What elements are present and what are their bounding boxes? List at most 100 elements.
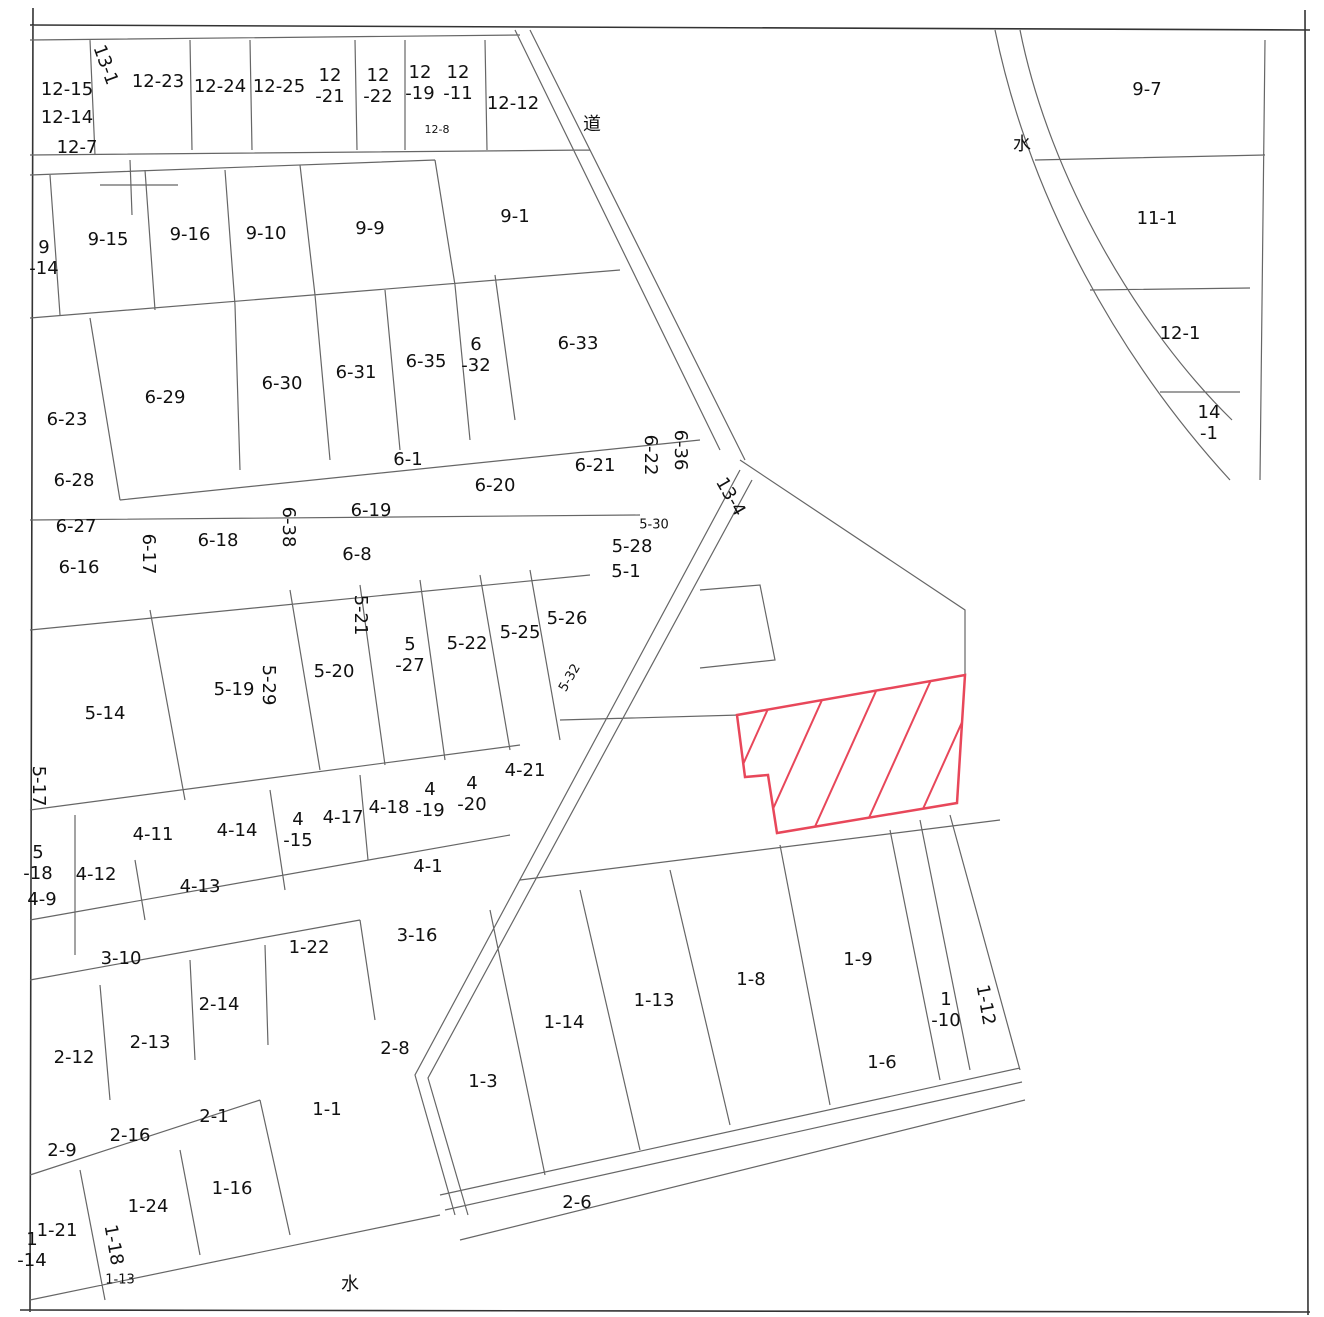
parcel-label: 2-14	[199, 994, 240, 1015]
parcel-label: -27	[395, 655, 424, 676]
parcel-label: 5-1	[611, 561, 640, 582]
parcel-label: 12-7	[57, 137, 98, 158]
parcel-label: 1-24	[128, 1196, 169, 1217]
parcel-label: 4-18	[369, 797, 410, 818]
parcel-label: 6-33	[558, 333, 599, 354]
parcel-label: 2-8	[380, 1038, 409, 1059]
parcel-label: 6-35	[406, 351, 447, 372]
parcel-label: -15	[283, 830, 312, 851]
parcel-label: 5-19	[214, 679, 255, 700]
parcel-label: -11	[443, 83, 472, 104]
parcel-label: -14	[29, 258, 58, 279]
parcel-label: 1-9	[843, 949, 872, 970]
parcel-label: 11-1	[1137, 208, 1178, 229]
parcel-label: -22	[363, 86, 392, 107]
parcel-label: 1-12	[972, 983, 1000, 1027]
parcel-label: 9-10	[246, 223, 287, 244]
parcel-label: 9-7	[1132, 79, 1161, 100]
parcel-label: 4-12	[76, 864, 117, 885]
parcel-label: 1-16	[212, 1178, 253, 1199]
parcel-label: 4-14	[217, 820, 258, 841]
parcel-label: 2-6	[562, 1192, 591, 1213]
parcel-label: 12-8	[425, 123, 450, 136]
parcel-label: 5	[404, 634, 415, 655]
parcel-label: 4-17	[323, 807, 364, 828]
parcel-label: -19	[405, 83, 434, 104]
parcel-label: 5-26	[547, 608, 588, 629]
parcel-label: 6-20	[475, 475, 516, 496]
parcel-label: -10	[931, 1010, 960, 1031]
parcel-label: 6-1	[393, 449, 422, 470]
parcel-label: 6-27	[56, 516, 97, 537]
parcel-label: 12-25	[253, 76, 305, 97]
parcel-label: -32	[461, 355, 490, 376]
parcel-label: 5-21	[350, 595, 371, 636]
parcel-label: 5-30	[639, 518, 669, 533]
parcel-label: 5-22	[447, 633, 488, 654]
parcel-label: 9-16	[170, 224, 211, 245]
parcel-label: 道	[583, 114, 601, 135]
parcel-label: 6-23	[47, 409, 88, 430]
parcel-label: 9-1	[500, 206, 529, 227]
parcel-label: 6-17	[138, 534, 159, 575]
parcel-label: 4-13	[180, 876, 221, 897]
parcel-label: 1-13	[105, 1273, 135, 1288]
parcel-label: 1-6	[867, 1052, 896, 1073]
parcel-label: -20	[457, 794, 486, 815]
parcel-label: 1-1	[312, 1099, 341, 1120]
parcel-label: 3-16	[397, 925, 438, 946]
parcel-label: 1-21	[37, 1220, 78, 1241]
parcel-label: -18	[23, 863, 52, 884]
parcel-label: 6	[470, 334, 481, 355]
parcel-label: 12	[409, 62, 432, 83]
parcel-label: 2-1	[199, 1106, 228, 1127]
parcel-label: 12-15	[41, 79, 93, 100]
parcel-label: -14	[17, 1250, 46, 1271]
parcel-label: 1-8	[736, 969, 765, 990]
hatched-area	[735, 673, 967, 835]
parcel-label: 4-21	[505, 760, 546, 781]
parcel-label: 6-38	[278, 507, 299, 548]
parcel-label: 5-28	[612, 536, 653, 557]
parcel-label: 5-25	[500, 622, 541, 643]
parcel-label: 12	[367, 65, 390, 86]
parcel-label: 4	[424, 779, 435, 800]
parcel-label: 6-19	[351, 500, 392, 521]
target-parcel	[735, 673, 967, 835]
parcel-label: 12	[319, 65, 342, 86]
parcel-label: 6-28	[54, 470, 95, 491]
parcel-label: 6-16	[59, 557, 100, 578]
parcel-label: 2-9	[47, 1140, 76, 1161]
parcel-label: 5-17	[28, 766, 49, 807]
parcel-label: 6-29	[145, 387, 186, 408]
parcel-label: 3-10	[101, 948, 142, 969]
parcel-label: 9-15	[88, 229, 129, 250]
parcel-label: 2-13	[130, 1032, 171, 1053]
parcel-label: 水	[1013, 134, 1031, 155]
parcel-label: 1-22	[289, 937, 330, 958]
parcel-label: 4-11	[133, 824, 174, 845]
parcel-label: 1-13	[634, 990, 675, 1011]
parcel-label: 6-36	[670, 430, 691, 471]
parcel-label: 12	[447, 62, 470, 83]
parcel-label: 1	[940, 989, 951, 1010]
parcel-label: 6-22	[640, 435, 661, 476]
parcel-label: 5-29	[258, 665, 279, 706]
parcel-label: 5-32	[556, 661, 584, 694]
parcel-label: 4	[466, 773, 477, 794]
parcel-label: 9	[38, 237, 49, 258]
parcel-label: 1	[26, 1229, 37, 1250]
parcel-lines	[29, 29, 1266, 1301]
parcel-label: 1-18	[100, 1223, 128, 1267]
parcel-label: 9-9	[355, 218, 384, 239]
parcel-label: -19	[415, 800, 444, 821]
parcel-label: 6-31	[336, 362, 377, 383]
parcel-label: 6-8	[342, 544, 371, 565]
parcel-label: 12-23	[132, 71, 184, 92]
parcel-label: 1-3	[468, 1071, 497, 1092]
parcel-label: -21	[315, 86, 344, 107]
parcel-label: 1-14	[544, 1012, 585, 1033]
parcel-label: 2-16	[110, 1125, 151, 1146]
